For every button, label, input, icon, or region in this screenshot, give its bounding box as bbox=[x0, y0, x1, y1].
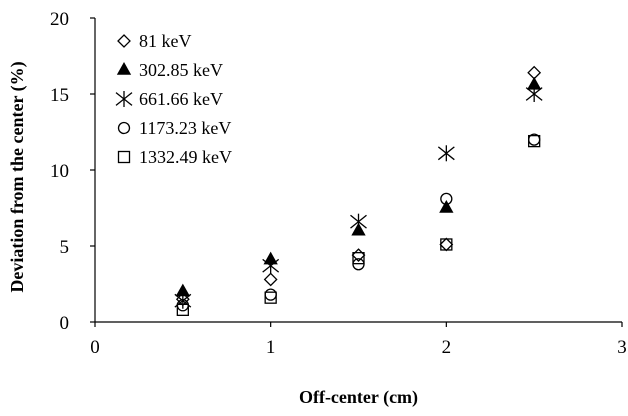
data-point bbox=[440, 192, 453, 206]
data-point bbox=[352, 252, 365, 265]
ticks: 0 1 2 3 0 5 10 15 20 bbox=[50, 9, 627, 358]
legend-label: 661.66 keV bbox=[139, 89, 223, 109]
legend-label: 81 keV bbox=[139, 31, 192, 51]
y-tick-label: 20 bbox=[50, 9, 69, 30]
x-axis-title: Off-center (cm) bbox=[299, 387, 418, 408]
legend-item: 661.66 keV bbox=[115, 89, 223, 109]
legend: 81 keV 302.85 keV 661.66 keV 1173.23 keV 133… bbox=[115, 31, 232, 167]
y-axis-title: Deviation from the center (%) bbox=[7, 61, 28, 292]
legend-item: 1332.49 keV bbox=[117, 147, 232, 167]
data-point bbox=[176, 303, 189, 316]
legend-marker bbox=[117, 150, 131, 164]
legend-label: 1173.23 keV bbox=[139, 118, 231, 138]
x-tick-label: 0 bbox=[90, 337, 100, 358]
data-point bbox=[263, 272, 278, 287]
y-tick-label: 5 bbox=[60, 237, 70, 258]
y-tick-label: 0 bbox=[60, 313, 70, 334]
data-point bbox=[262, 257, 280, 274]
legend-item: 1173.23 keV bbox=[117, 118, 231, 138]
data-point bbox=[528, 134, 541, 148]
data-point bbox=[350, 213, 367, 230]
data-point bbox=[437, 145, 455, 162]
data-point bbox=[439, 199, 454, 213]
x-tick-label: 3 bbox=[617, 337, 627, 358]
y-tick-label: 10 bbox=[50, 161, 69, 182]
legend-marker bbox=[115, 91, 133, 107]
data-point bbox=[264, 288, 277, 301]
y-tick-label: 15 bbox=[50, 85, 69, 106]
data-points bbox=[174, 65, 543, 316]
legend-marker bbox=[117, 121, 131, 135]
legend-item: 81 keV bbox=[117, 31, 192, 51]
legend-marker bbox=[117, 34, 131, 48]
x-tick-label: 1 bbox=[266, 337, 276, 358]
data-point bbox=[525, 86, 543, 102]
data-point bbox=[440, 238, 453, 251]
legend-label: 1332.49 keV bbox=[139, 147, 232, 167]
legend-marker bbox=[116, 61, 132, 75]
x-tick-label: 2 bbox=[442, 337, 452, 358]
legend-item: 302.85 keV bbox=[116, 60, 223, 80]
data-point bbox=[439, 237, 454, 252]
legend-label: 302.85 keV bbox=[139, 60, 223, 80]
data-point bbox=[264, 291, 277, 304]
